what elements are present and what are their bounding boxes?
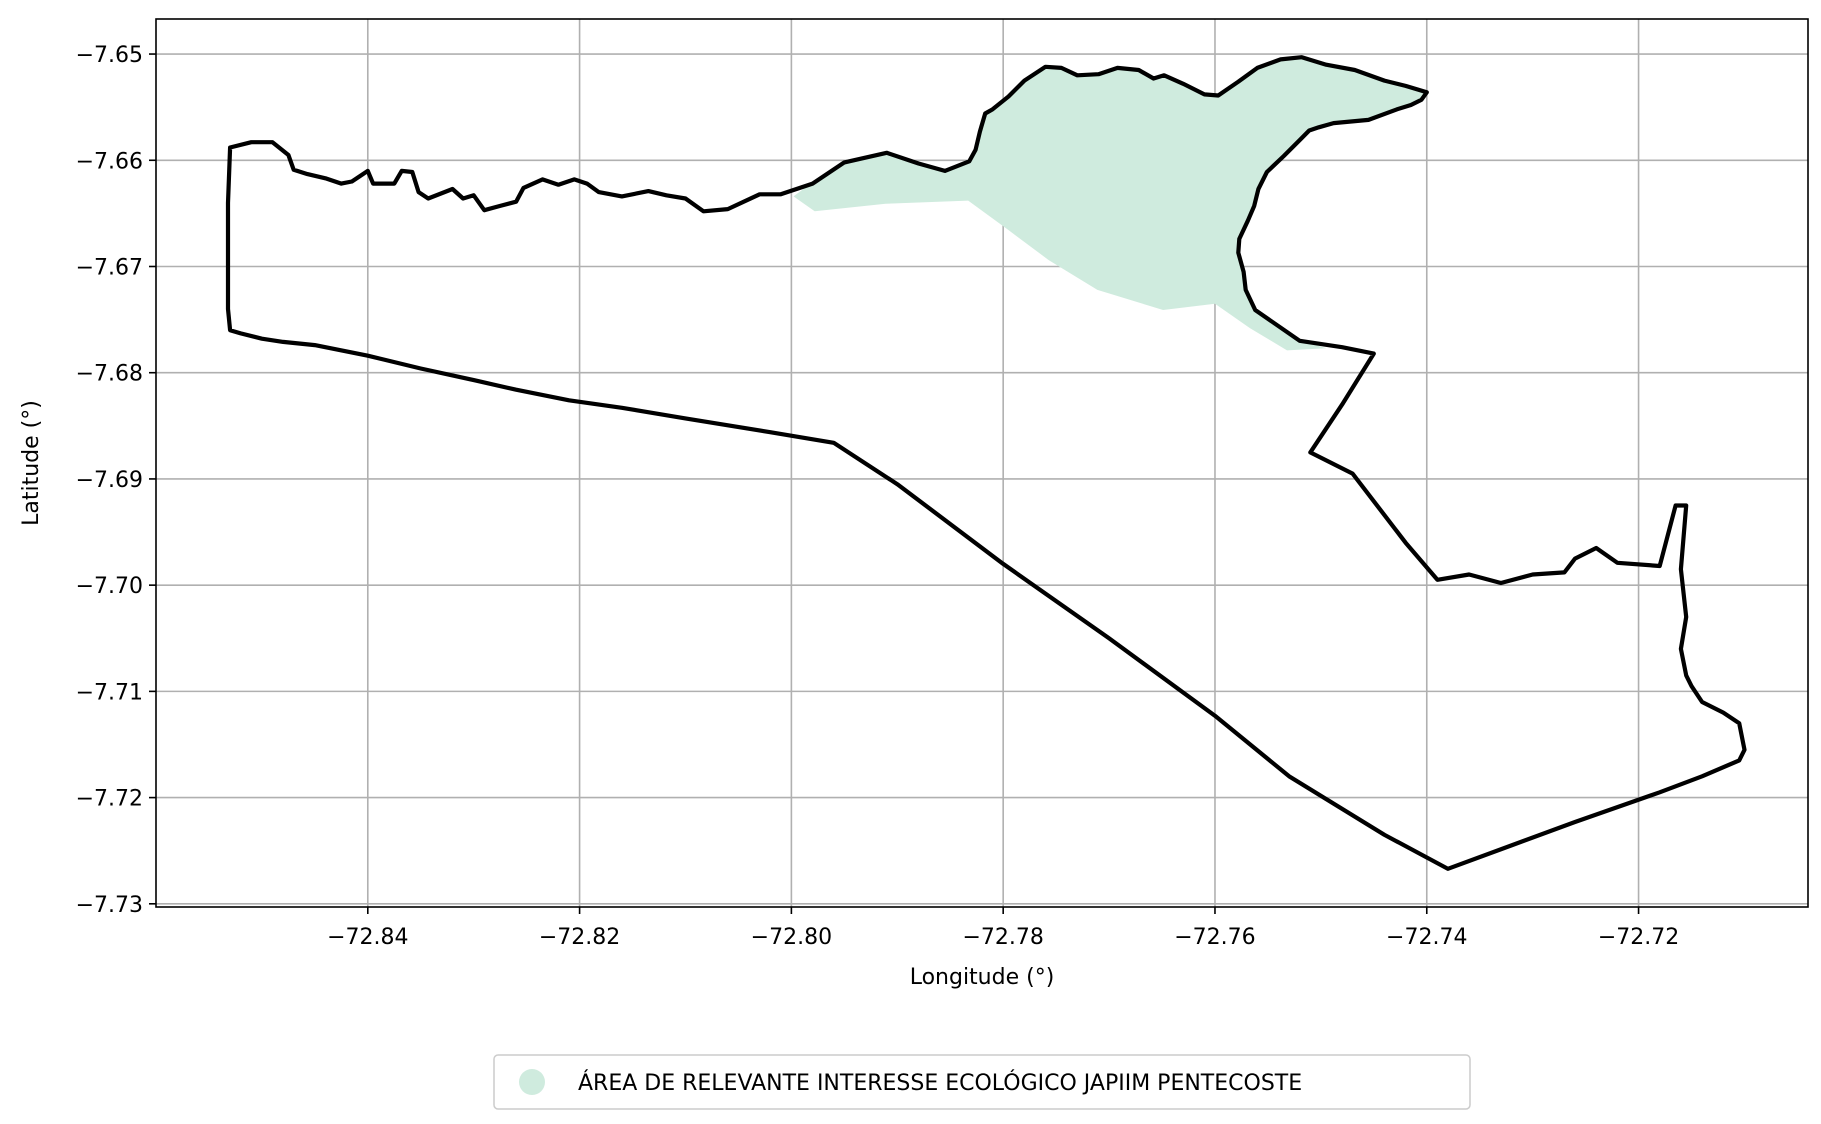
x-tick-label: −72.76	[1174, 925, 1255, 950]
y-tick-label: −7.72	[76, 787, 143, 812]
legend: ÁREA DE RELEVANTE INTERESSE ECOLÓGICO JA…	[493, 1054, 1471, 1110]
legend-label: ÁREA DE RELEVANTE INTERESSE ECOLÓGICO JA…	[578, 1070, 1302, 1096]
plot-frame	[155, 18, 1809, 908]
x-tick-label: −72.84	[327, 925, 408, 950]
y-tick-label: −7.73	[76, 893, 143, 918]
municipality-boundary	[225, 55, 1747, 871]
x-tick-label: −72.80	[751, 925, 832, 950]
legend-box	[493, 1054, 1471, 1110]
y-tick-label: −7.66	[76, 149, 143, 174]
y-axis-label: Latitude (°)	[19, 400, 44, 526]
y-tick-label: −7.68	[76, 362, 143, 387]
x-tick-label: −72.72	[1598, 925, 1679, 950]
grid-lines	[156, 19, 1808, 907]
x-tick-label: −72.78	[962, 925, 1043, 950]
x-axis-label: Longitude (°)	[910, 965, 1055, 990]
y-tick-label: −7.71	[76, 680, 143, 705]
protected-area-polygon	[793, 57, 1427, 351]
y-tick-label: −7.70	[76, 574, 143, 599]
area-layer	[793, 57, 1427, 351]
y-tick-label: −7.65	[76, 43, 143, 68]
tick-layer: −72.84 −72.82 −72.80 −72.78 −72.76 −72.74 −72.…	[76, 43, 1680, 950]
boundary-layer	[225, 55, 1747, 871]
y-tick-label: −7.67	[76, 255, 143, 280]
legend-swatch-circle	[519, 1069, 545, 1095]
y-tick-label: −7.69	[76, 468, 143, 493]
x-tick-label: −72.82	[539, 925, 620, 950]
x-tick-label: −72.74	[1386, 925, 1467, 950]
